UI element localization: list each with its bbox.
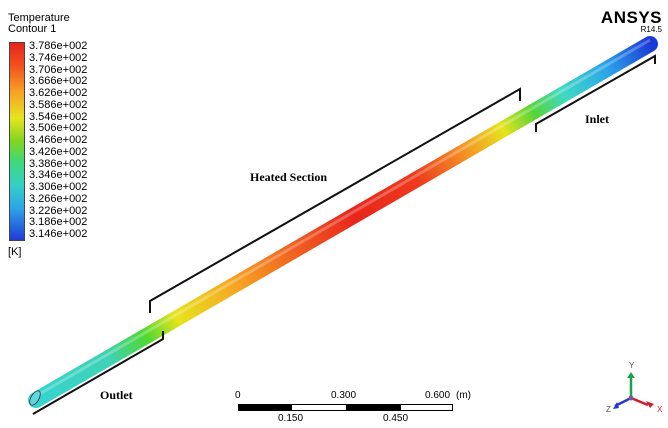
pipe-highlight (35, 38, 651, 398)
axis-x-label: X (657, 405, 663, 414)
scale-label-0: 0 (235, 390, 241, 401)
legend-tick: 3.186e+002 (29, 216, 88, 229)
version-label: R14.5 (640, 25, 662, 34)
legend-tick: 3.506e+002 (29, 122, 88, 135)
color-bar (9, 42, 25, 241)
axis-y-label: Y (629, 361, 635, 370)
legend-tick: 3.546e+002 (29, 110, 88, 123)
scale-seg-2 (292, 404, 346, 411)
legend-tick: 3.466e+002 (29, 134, 88, 146)
scale-seg-4 (400, 404, 453, 411)
scale-label-600: 0.600 (425, 390, 451, 401)
inlet-label: Inlet (585, 112, 609, 126)
legend-tick: 3.146e+002 (29, 228, 88, 240)
heated-section-label: Heated Section (250, 170, 327, 184)
pipe-outlet-end (29, 390, 41, 406)
ansys-logo: ANSYS (600, 8, 662, 27)
legend-tick: 3.706e+002 (29, 63, 88, 76)
legend-tick: 3.386e+002 (29, 157, 88, 170)
inlet-bracket (535, 54, 656, 132)
scale-label-150: 0.150 (278, 413, 304, 424)
legend-tick: 3.306e+002 (29, 181, 88, 193)
legend-tick: 3.586e+002 (29, 98, 88, 111)
legend-unit: [K] (8, 246, 22, 258)
outlet-label: Outlet (100, 388, 133, 402)
legend-tick: 3.746e+002 (29, 51, 88, 64)
scale-unit: (m) (456, 390, 471, 401)
legend-tick: 3.426e+002 (29, 145, 88, 158)
scale-label-450: 0.450 (383, 413, 409, 424)
legend-tick: 3.266e+002 (29, 192, 88, 205)
axis-triad (613, 372, 654, 409)
legend-subtitle: Contour 1 (8, 23, 57, 35)
scale-seg-3 (346, 404, 400, 411)
legend-tick: 3.666e+002 (29, 75, 88, 88)
pipe-body (28, 36, 658, 408)
legend-tick: 3.346e+002 (29, 169, 88, 182)
legend-tick: 3.226e+002 (29, 204, 88, 217)
heated-section-bracket (149, 87, 521, 313)
outlet-bracket (32, 331, 164, 415)
legend-tick: 3.786e+002 (29, 40, 88, 52)
scale-seg-1 (238, 404, 292, 411)
axis-z-label: Z (606, 405, 611, 414)
legend-title: Temperature (8, 12, 70, 24)
legend-tick: 3.626e+002 (29, 87, 88, 99)
scale-label-300: 0.300 (331, 390, 357, 401)
